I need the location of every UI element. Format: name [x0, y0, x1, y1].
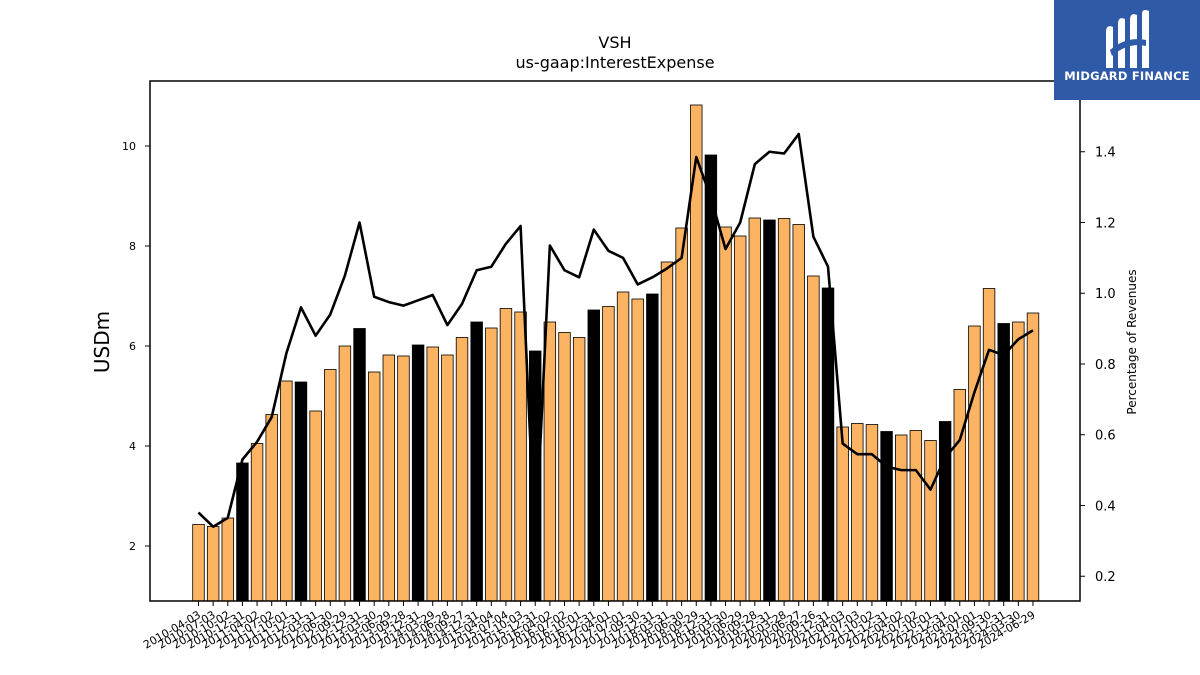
bar [880, 431, 893, 602]
y-tick-label-right: 0.2 [1095, 570, 1116, 585]
bar [968, 325, 981, 602]
bar [997, 323, 1010, 602]
bar [1012, 321, 1025, 602]
percentage-line [197, 132, 1034, 552]
y-tick-label-left: 4 [129, 440, 136, 453]
y-tick-label-right: 1.4 [1095, 146, 1116, 161]
y-tick-label-left: 8 [129, 240, 136, 253]
bar [485, 327, 498, 602]
bar [865, 424, 879, 602]
bar [499, 308, 513, 602]
bar [338, 345, 352, 602]
bar [1026, 312, 1040, 602]
bar [265, 414, 278, 602]
bar [558, 332, 571, 602]
bar [807, 275, 820, 602]
bar [836, 426, 849, 602]
bar [411, 344, 425, 602]
bar [660, 261, 674, 602]
bar [221, 517, 234, 602]
y-tick-label-left: 10 [122, 140, 136, 153]
y-tick-label-right: 1.0 [1095, 287, 1116, 302]
bar [982, 288, 996, 602]
y-tick-label-right: 0.4 [1095, 499, 1116, 514]
y-axis-label-right: Percentage of Revenues [1125, 269, 1139, 414]
bar [792, 224, 805, 602]
bar [572, 337, 586, 602]
bar [441, 354, 454, 602]
bar [309, 410, 322, 602]
bar [631, 298, 644, 602]
bar [953, 389, 966, 602]
bar [470, 321, 483, 602]
y-tick-label-left: 2 [129, 540, 136, 553]
bar [733, 235, 747, 602]
bar [426, 346, 439, 602]
bar [587, 309, 600, 602]
bar [206, 526, 220, 602]
bar [324, 369, 337, 602]
bar [514, 311, 527, 602]
bar [382, 354, 396, 602]
bar [294, 381, 308, 602]
bar [616, 291, 630, 602]
bar [455, 337, 469, 602]
bar [646, 293, 659, 602]
y-tick-label-left: 6 [129, 340, 136, 353]
chart-title: VSH [598, 33, 631, 52]
logo-text: MIDGARD FINANCE [1064, 69, 1190, 83]
bar [192, 524, 205, 602]
y-axis-label-left: USDm [90, 311, 114, 373]
bar [602, 306, 615, 602]
bar [719, 226, 732, 602]
bar [675, 227, 688, 602]
bar [821, 287, 835, 602]
chart-subtitle: us-gaap:InterestExpense [515, 53, 714, 72]
midgard-finance-logo: MIDGARD FINANCE [1054, 0, 1200, 100]
bar [704, 154, 718, 602]
y-tick-label-right: 1.2 [1095, 216, 1116, 231]
bar [924, 440, 937, 602]
bar [397, 355, 410, 602]
bar [909, 430, 923, 602]
midgard-logo-icon [1106, 10, 1149, 69]
bar [938, 421, 952, 602]
bar [236, 462, 249, 602]
bar [353, 328, 366, 602]
bar [895, 434, 908, 602]
bar [777, 218, 791, 602]
bar [367, 371, 381, 602]
plot-frame [149, 80, 1081, 602]
bar [543, 321, 557, 602]
bar [763, 219, 776, 602]
y-tick-label-right: 0.8 [1095, 358, 1116, 373]
bar [748, 217, 762, 602]
y-tick-label-right: 0.6 [1095, 429, 1116, 444]
bar [280, 380, 293, 602]
bar [250, 443, 264, 602]
